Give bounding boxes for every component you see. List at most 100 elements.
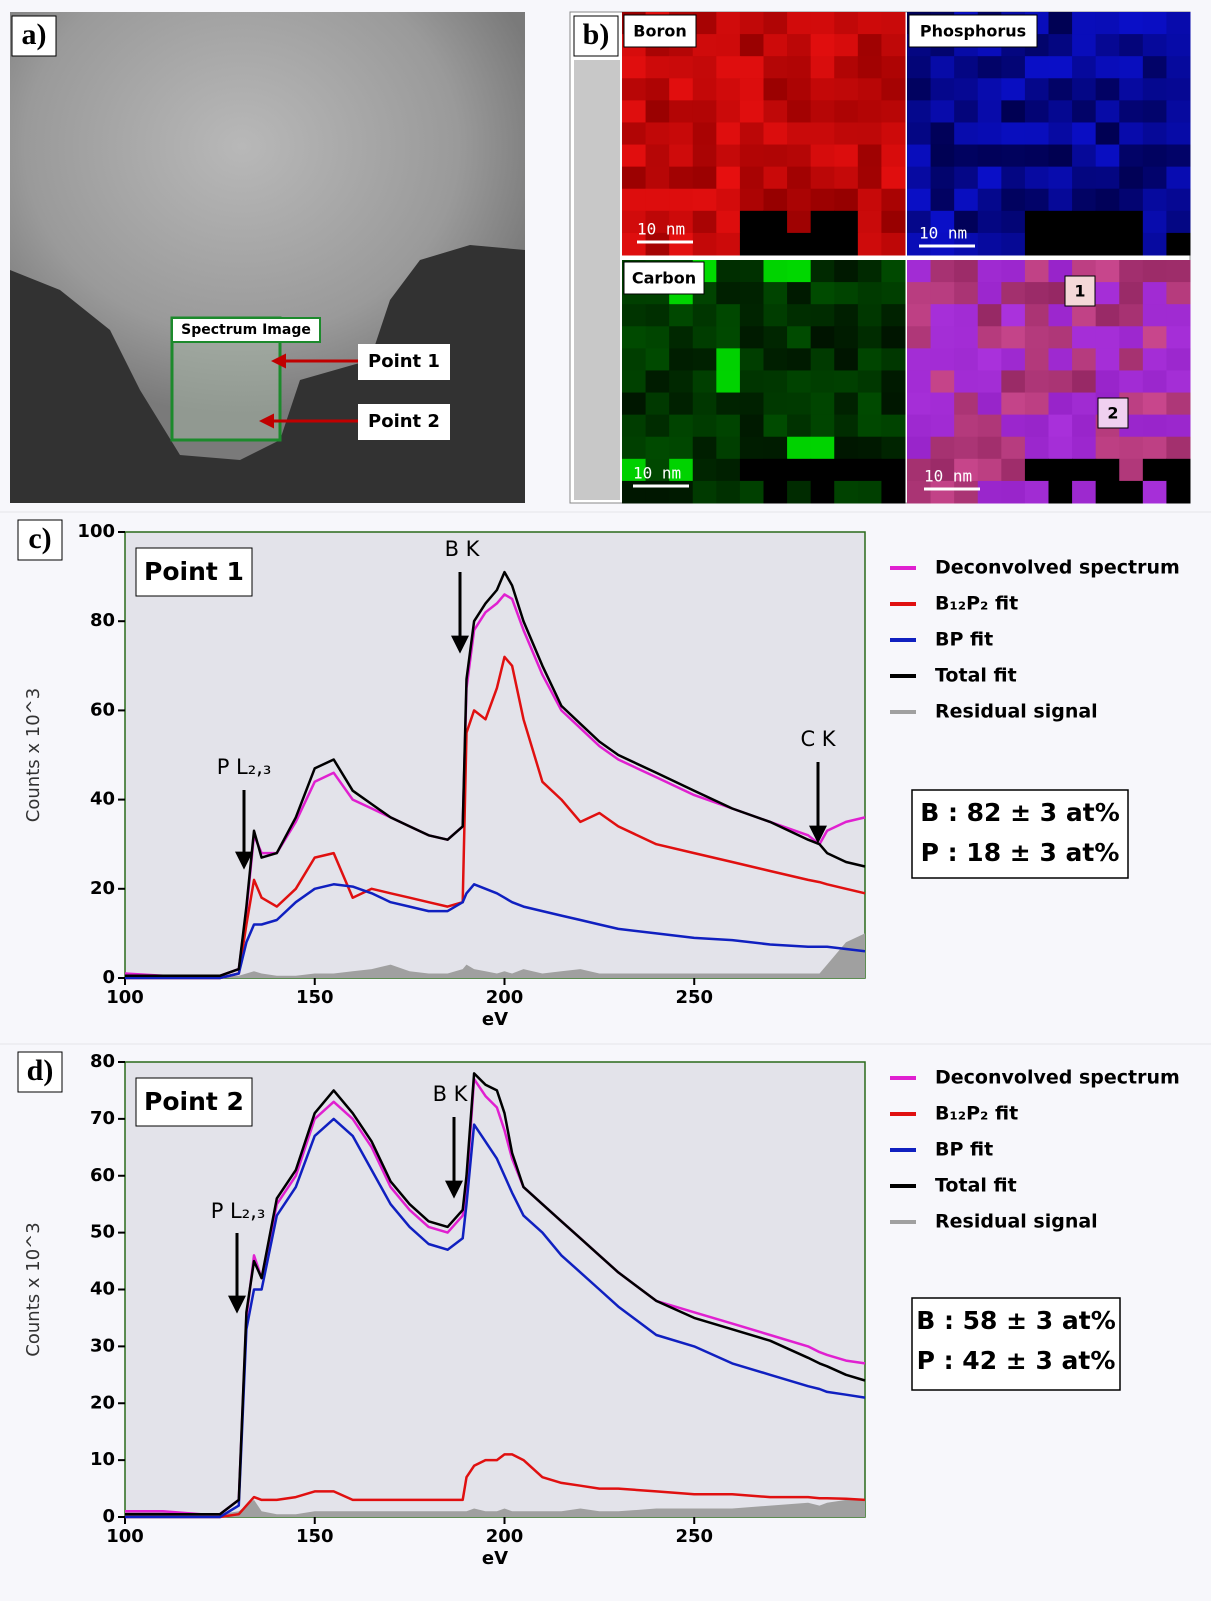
map-pixel bbox=[740, 459, 764, 482]
map-pixel bbox=[787, 34, 811, 57]
annotation: P L₂,₃ bbox=[217, 755, 272, 779]
map-pixel bbox=[716, 100, 740, 123]
map-pixel bbox=[834, 370, 858, 393]
map-pixel bbox=[787, 189, 811, 212]
map-pixel bbox=[740, 393, 764, 416]
map-pixel bbox=[811, 189, 835, 212]
box-label: Spectrum Image bbox=[181, 322, 311, 338]
map-pixel bbox=[954, 304, 978, 327]
map-pixel bbox=[1119, 78, 1143, 101]
x-tick-label: 100 bbox=[106, 1526, 144, 1547]
map-pixel bbox=[1072, 34, 1096, 57]
map-pixel bbox=[716, 78, 740, 101]
map-pixel bbox=[1049, 415, 1073, 438]
map-pixel bbox=[669, 348, 693, 371]
map-pixel bbox=[1072, 211, 1096, 234]
map-pixel bbox=[881, 167, 905, 190]
map-pixel bbox=[1072, 481, 1096, 504]
map-pixel bbox=[881, 326, 905, 349]
map-pixel bbox=[954, 260, 978, 283]
map-pixel bbox=[1119, 56, 1143, 79]
map-pixel bbox=[1166, 189, 1190, 212]
map-pixel bbox=[693, 167, 717, 190]
map-pixel bbox=[1025, 282, 1049, 305]
map-pixel bbox=[622, 78, 646, 101]
map-pixel bbox=[1143, 100, 1167, 123]
map-pixel bbox=[622, 167, 646, 190]
map-pixel bbox=[954, 326, 978, 349]
map-pixel bbox=[931, 415, 955, 438]
composition: B : 82 ± 3 at% bbox=[920, 798, 1120, 827]
map-pixel bbox=[954, 167, 978, 190]
map-pixel bbox=[834, 233, 858, 256]
map-pixel bbox=[907, 415, 931, 438]
map-pixel bbox=[954, 78, 978, 101]
map-pixel bbox=[740, 122, 764, 145]
map-pixel bbox=[858, 326, 882, 349]
map-pixel bbox=[1119, 12, 1143, 35]
map-pixel bbox=[811, 233, 835, 256]
map-pixel bbox=[811, 393, 835, 416]
map-pixel bbox=[1096, 304, 1120, 327]
map-pixel bbox=[1166, 78, 1190, 101]
map-pixel bbox=[907, 100, 931, 123]
map-pixel bbox=[716, 167, 740, 190]
map-pixel bbox=[834, 304, 858, 327]
map-pixel bbox=[787, 122, 811, 145]
legend-label: Deconvolved spectrum bbox=[935, 1067, 1180, 1089]
map-pixel bbox=[1166, 282, 1190, 305]
map-pixel bbox=[669, 78, 693, 101]
map-pixel bbox=[669, 122, 693, 145]
map-pixel bbox=[787, 415, 811, 438]
map-pixel bbox=[787, 56, 811, 79]
map-pixel bbox=[716, 122, 740, 145]
map-pixel bbox=[1166, 12, 1190, 35]
map-pixel bbox=[978, 233, 1002, 256]
map-pixel bbox=[622, 326, 646, 349]
map-pixel bbox=[716, 348, 740, 371]
map-pixel bbox=[931, 122, 955, 145]
map-pixel bbox=[669, 100, 693, 123]
map-pixel bbox=[1001, 437, 1025, 460]
map-pixel bbox=[1143, 393, 1167, 416]
map-pixel bbox=[1025, 481, 1049, 504]
map-pixel bbox=[693, 370, 717, 393]
panel-label: c) bbox=[28, 522, 51, 555]
map-pixel bbox=[1072, 233, 1096, 256]
map-pixel bbox=[1025, 145, 1049, 168]
map-pixel bbox=[907, 260, 931, 283]
map-pixel bbox=[1166, 393, 1190, 416]
map-pixel bbox=[1001, 100, 1025, 123]
map-pixel bbox=[764, 260, 788, 283]
map-pixel bbox=[716, 189, 740, 212]
map-pixel bbox=[858, 100, 882, 123]
map-pixel bbox=[1001, 189, 1025, 212]
annotation: B K bbox=[433, 1082, 469, 1106]
map-pixel bbox=[1119, 145, 1143, 168]
map-pixel bbox=[1143, 260, 1167, 283]
map-pixel bbox=[931, 56, 955, 79]
map-pixel bbox=[1072, 437, 1096, 460]
map-pixel bbox=[693, 348, 717, 371]
map-pixel bbox=[764, 282, 788, 305]
map-pixel bbox=[764, 100, 788, 123]
map-pixel bbox=[954, 415, 978, 438]
map-pixel bbox=[1025, 459, 1049, 482]
map-pixel bbox=[1072, 326, 1096, 349]
map-pixel bbox=[716, 282, 740, 305]
map-pixel bbox=[907, 326, 931, 349]
map-pixel bbox=[1096, 459, 1120, 482]
map-pixel bbox=[1096, 326, 1120, 349]
map-pixel bbox=[931, 145, 955, 168]
map-pixel bbox=[1143, 211, 1167, 234]
map-pixel bbox=[787, 100, 811, 123]
map-pixel bbox=[1072, 78, 1096, 101]
scale-bar-label: 10 nm bbox=[924, 467, 972, 486]
map-pixel bbox=[1143, 437, 1167, 460]
map-pixel bbox=[787, 167, 811, 190]
map-pixel bbox=[716, 481, 740, 504]
map-pixel bbox=[740, 167, 764, 190]
map-pixel bbox=[1166, 100, 1190, 123]
map-pixel bbox=[978, 167, 1002, 190]
map-pixel bbox=[1096, 34, 1120, 57]
